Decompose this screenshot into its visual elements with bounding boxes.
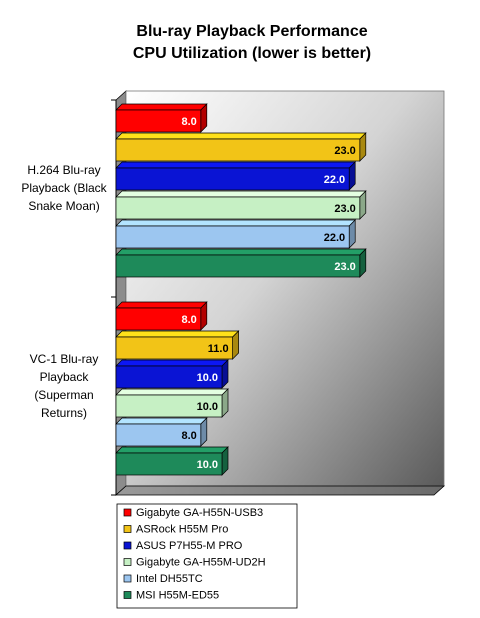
bar-top-s4-c0 xyxy=(115,219,357,227)
bar-s3-c1 xyxy=(115,394,223,418)
data-label-s5-c0: 23.0 xyxy=(334,261,355,273)
category-label-1-line-3: Returns) xyxy=(41,406,87,420)
bars-layer: 8.0 8.0 23.0 11.0 22.0 10.0 23.0 10.0 22.0 8.0 23.… xyxy=(115,103,367,476)
data-label-s0-c1: 8.0 xyxy=(182,314,197,326)
legend-swatch-5 xyxy=(123,591,132,599)
bar-s0-c1 xyxy=(115,307,202,331)
bar-s1-c1 xyxy=(115,336,233,360)
legend-label-4: Intel DH55TC xyxy=(136,573,203,585)
data-label-s3-c0: 23.0 xyxy=(334,203,355,215)
bar-top-s5-c1 xyxy=(115,446,229,454)
chart-title-line-2: CPU Utilization (lower is better) xyxy=(133,45,371,62)
plot-floor xyxy=(114,485,446,496)
data-label-s4-c1: 8.0 xyxy=(182,430,197,442)
category-label-1-line-1: Playback xyxy=(40,370,90,384)
bar-top-s3-c0 xyxy=(115,190,367,198)
legend-swatch-1 xyxy=(123,525,132,533)
bar-top-s5-c0 xyxy=(115,248,367,256)
legend-swatch-0 xyxy=(123,508,132,517)
bar-s3-c0 xyxy=(115,196,361,220)
category-label-1-line-0: VC-1 Blu-ray xyxy=(30,352,99,366)
bar-s5-c0 xyxy=(115,254,361,278)
bar-top-s2-c1 xyxy=(115,359,229,367)
legend-label-3: Gigabyte GA-H55M-UD2H xyxy=(136,557,266,569)
data-label-s1-c1: 11.0 xyxy=(208,343,229,355)
data-label-s3-c1: 10.0 xyxy=(197,401,218,413)
bar-s4-c0 xyxy=(115,225,350,249)
data-label-s5-c1: 10.0 xyxy=(197,459,218,471)
bar-s2-c1 xyxy=(115,365,223,389)
data-label-s1-c0: 23.0 xyxy=(334,145,355,157)
category-label-0-line-0: H.264 Blu-ray xyxy=(27,163,100,177)
legend-swatch-2 xyxy=(123,541,132,550)
bar-top-s0-c1 xyxy=(115,301,208,309)
legend-label-2: ASUS P7H55-M PRO xyxy=(136,540,243,552)
legend: Gigabyte GA-H55N-USB3 ASRock H55M Pro ASUS… xyxy=(123,507,266,602)
legend-label-0: Gigabyte GA-H55N-USB3 xyxy=(136,507,263,519)
bar-top-s1-c1 xyxy=(115,330,240,338)
chart-title-line-1: Blu-ray Playback Performance xyxy=(136,23,367,40)
bar-s1-c0 xyxy=(115,138,361,162)
category-label-0-line-2: Snake Moan) xyxy=(28,199,99,213)
legend-box xyxy=(116,503,298,609)
legend-label-5: MSI H55M-ED55 xyxy=(136,590,219,602)
bar-top-s4-c1 xyxy=(115,417,208,425)
bar-top-s2-c0 xyxy=(115,161,357,169)
bar-top-s1-c0 xyxy=(115,132,367,140)
data-label-s4-c0: 22.0 xyxy=(324,232,345,244)
bar-top-s3-c1 xyxy=(115,388,229,396)
data-label-s0-c0: 8.0 xyxy=(182,116,197,128)
category-label-0-line-1: Playback (Black xyxy=(21,181,107,195)
data-label-s2-c0: 22.0 xyxy=(324,174,345,186)
bar-s2-c0 xyxy=(115,167,350,191)
bar-s5-c1 xyxy=(115,452,223,476)
legend-label-1: ASRock H55M Pro xyxy=(136,524,228,536)
bar-top-s0-c0 xyxy=(115,103,208,111)
legend-swatch-3 xyxy=(123,558,132,566)
data-label-s2-c1: 10.0 xyxy=(197,372,218,384)
category-labels: H.264 Blu-ray Playback (Black Snake Moan) V… xyxy=(21,163,107,420)
bar-s0-c0 xyxy=(115,109,202,133)
legend-swatch-4 xyxy=(123,574,132,583)
bar-s4-c1 xyxy=(115,423,202,447)
category-label-1-line-2: (Superman xyxy=(34,388,93,402)
